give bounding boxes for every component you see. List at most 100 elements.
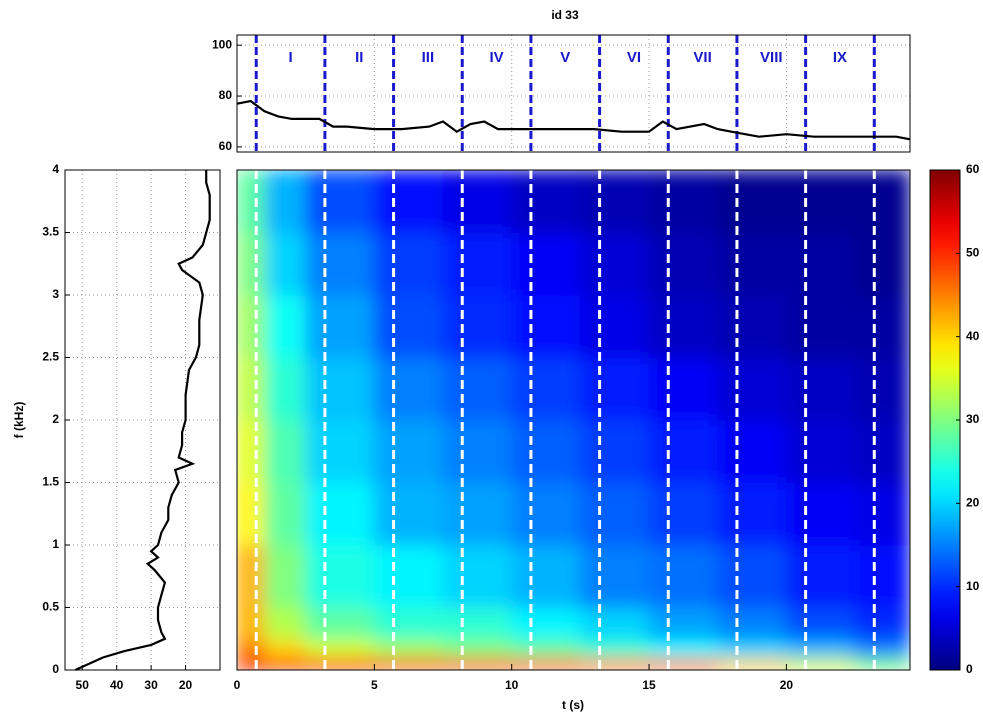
heat-cell: [237, 657, 265, 670]
x-tick-label: 20: [780, 678, 794, 692]
heat-cell: [305, 482, 375, 546]
heat-cell: [237, 170, 265, 233]
x-tick-label: 15: [642, 678, 656, 692]
heat-cell: [305, 357, 375, 421]
heat-cell: [237, 419, 265, 483]
heat-cell: [579, 419, 650, 483]
heat-cell: [263, 607, 307, 640]
heat-cell: [263, 638, 307, 658]
heat-cell: [263, 170, 307, 233]
heat-cell: [511, 638, 581, 658]
heat-cell: [785, 482, 856, 546]
heat-cell: [579, 357, 650, 421]
colorbar: [929, 169, 961, 671]
heat-cell: [648, 170, 719, 233]
y-tick-label: 3: [52, 287, 59, 301]
heat-cell: [305, 638, 375, 658]
colorbar-tick-label: 30: [966, 412, 980, 426]
heat-cell: [237, 357, 265, 421]
heat-cell: [854, 170, 910, 233]
heat-cell: [854, 544, 910, 608]
heat-cell: [237, 232, 265, 296]
heat-cell: [579, 294, 650, 358]
heat-cell: [717, 232, 787, 296]
heat-cell: [373, 294, 444, 358]
x-tick-label: 20: [179, 678, 193, 692]
heat-cell: [579, 170, 650, 233]
y-tick-label: 2.5: [42, 350, 59, 364]
heat-cell: [854, 419, 910, 483]
heat-cell: [785, 607, 856, 640]
heat-cell: [373, 638, 444, 658]
region-label: II: [355, 49, 363, 66]
y-tick-label: 2: [52, 412, 59, 426]
heat-cell: [648, 419, 719, 483]
plot-frame: [236, 169, 911, 671]
heat-cell: [373, 607, 444, 640]
plot-area: [237, 35, 910, 152]
heat-cell: [648, 544, 719, 608]
y-tick-label: 0: [52, 662, 59, 676]
heat-cell: [373, 232, 444, 296]
heat-cell: [511, 544, 581, 608]
heat-cell: [305, 294, 375, 358]
heat-cell: [263, 419, 307, 483]
heat-cell: [579, 544, 650, 608]
heat-cell: [579, 607, 650, 640]
heat-cell: [785, 170, 856, 233]
heat-cell: [579, 482, 650, 546]
heat-cell: [717, 544, 787, 608]
region-label: IV: [489, 49, 503, 66]
heat-cell: [648, 232, 719, 296]
heat-cell: [305, 607, 375, 640]
heat-cell: [648, 638, 719, 658]
x-tick-label: 5: [371, 678, 378, 692]
heat-cell: [648, 657, 719, 670]
heat-cell: [648, 482, 719, 546]
heat-cell: [854, 607, 910, 640]
colorbar-tick-label: 50: [966, 246, 980, 260]
region-label: IX: [833, 49, 847, 66]
heat-cell: [305, 419, 375, 483]
y-tick-label: 80: [219, 88, 233, 102]
heat-cell: [511, 482, 581, 546]
heat-cell: [648, 607, 719, 640]
heat-cell: [579, 638, 650, 658]
heat-cell: [717, 638, 787, 658]
heat-cell: [237, 294, 265, 358]
heat-cell: [511, 657, 581, 670]
heat-cell: [785, 544, 856, 608]
y-axis-label: f (kHz): [12, 402, 26, 439]
x-axis-label: t (s): [562, 698, 584, 712]
region-label: V: [560, 49, 570, 66]
heat-cell: [305, 657, 375, 670]
heat-cell: [237, 482, 265, 546]
heat-cell: [511, 419, 581, 483]
colorbar-tick-label: 40: [966, 329, 980, 343]
y-tick-label: 4: [52, 162, 59, 176]
heat-cell: [785, 357, 856, 421]
heat-cell: [263, 482, 307, 546]
heat-cell: [854, 657, 910, 670]
heat-cell: [305, 544, 375, 608]
heat-cell: [373, 657, 444, 670]
heat-cell: [442, 638, 513, 658]
heat-cell: [373, 482, 444, 546]
heat-cell: [442, 482, 513, 546]
heat-cell: [579, 657, 650, 670]
x-tick-label: 10: [505, 678, 519, 692]
region-label: III: [422, 49, 435, 66]
region-label: VII: [693, 49, 711, 66]
colorbar-tick-label: 10: [966, 579, 980, 593]
heat-cell: [373, 419, 444, 483]
heat-cell: [442, 357, 513, 421]
heat-cell: [717, 170, 787, 233]
chart-title: id 33: [551, 8, 579, 22]
heat-cell: [305, 170, 375, 233]
heat-cell: [648, 357, 719, 421]
heat-cell: [373, 170, 444, 233]
plot-frame: [236, 34, 911, 153]
data-line: [236, 99, 911, 141]
profile-line: [74, 170, 211, 672]
